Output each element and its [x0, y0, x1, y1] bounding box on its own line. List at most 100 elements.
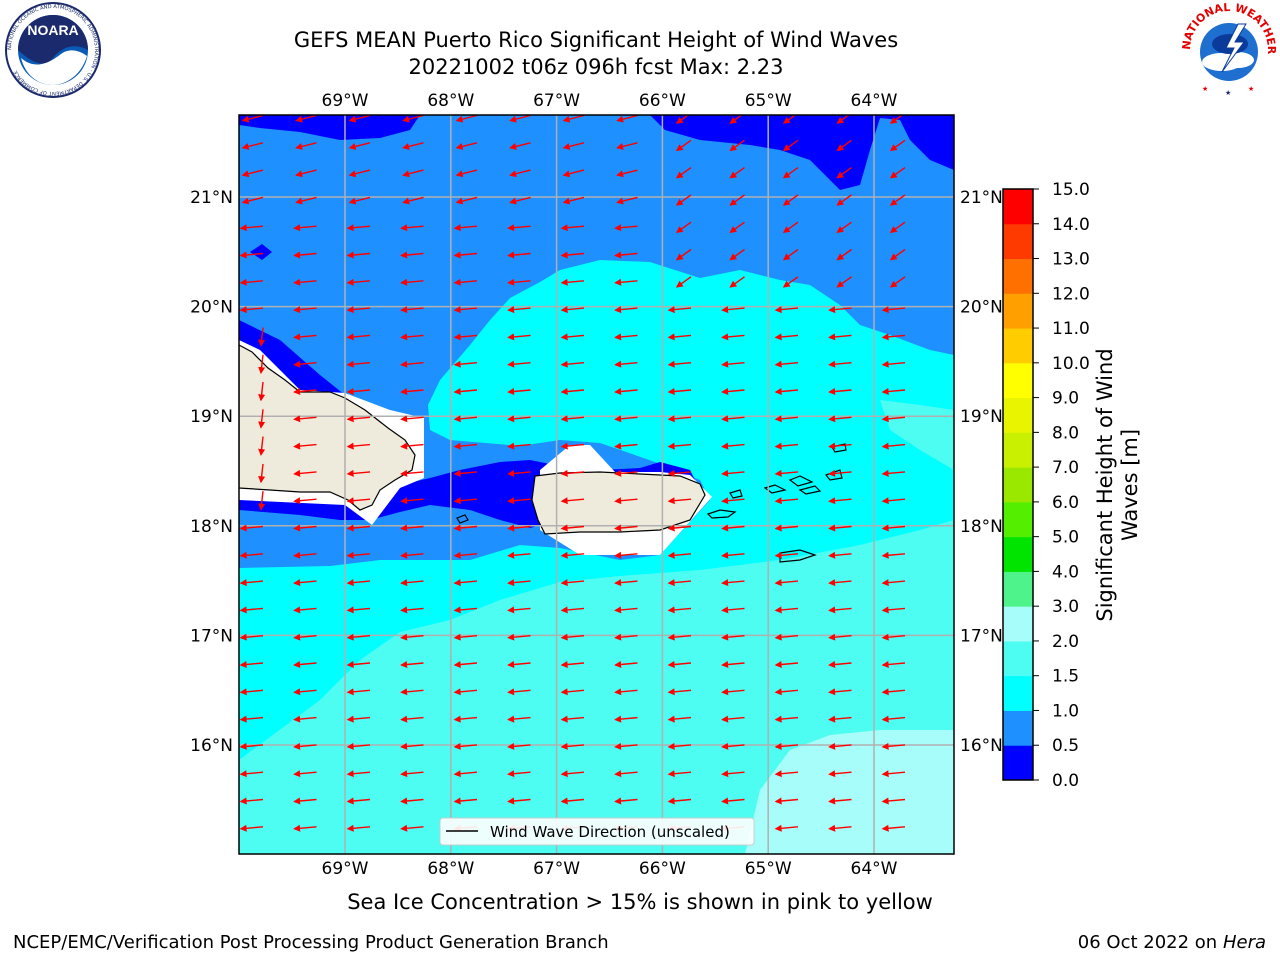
wave-direction-arrow [774, 442, 799, 450]
colorbar-tick-label: 1.5 [1052, 667, 1079, 687]
wave-direction-arrow [889, 115, 904, 124]
wave-direction-arrow [453, 688, 478, 696]
wave-direction-arrow [453, 633, 478, 641]
wave-direction-arrow [293, 579, 317, 587]
wave-direction-arrow [721, 633, 745, 641]
wave-direction-arrow [881, 770, 906, 778]
wave-direction-arrow [239, 306, 264, 314]
wave-direction-arrow [400, 306, 424, 314]
footer-date: 06 Oct 2022 on [1077, 932, 1223, 953]
wave-direction-arrow [774, 661, 799, 668]
wave-direction-arrow [455, 115, 478, 123]
wave-direction-arrow [836, 276, 852, 288]
colorbar-segment [1003, 745, 1033, 781]
wave-direction-arrow [239, 524, 264, 532]
wave-direction-arrow [402, 115, 424, 123]
wave-direction-arrow [239, 661, 264, 668]
wave-direction-arrow [239, 606, 264, 614]
wave-direction-arrow [241, 196, 264, 205]
wave-direction-arrow [507, 688, 531, 696]
wave-direction-arrow [239, 278, 264, 286]
wave-direction-arrow [293, 333, 317, 341]
colorbar-segment [1003, 640, 1033, 677]
wave-direction-arrow [828, 306, 852, 314]
colorbar-tick-label: 12.0 [1052, 284, 1090, 304]
wave-direction-arrow [828, 824, 852, 832]
wave-direction-arrow [667, 306, 692, 314]
wave-direction-arrow [614, 524, 638, 532]
lon-label-top: 66°W [639, 91, 686, 111]
wave-direction-arrow [509, 115, 531, 123]
wave-direction-arrow [507, 469, 531, 477]
wave-direction-arrow [453, 579, 478, 587]
wind-wave-arrows [239, 115, 906, 832]
wave-direction-arrow [346, 688, 371, 696]
land-hispaniola [239, 344, 416, 511]
lon-label-top: 65°W [745, 91, 792, 111]
wave-direction-arrow [346, 742, 371, 750]
sea-ice-caption: Sea Ice Concentration > 15% is shown in … [347, 890, 933, 914]
wave-direction-arrow [560, 715, 585, 723]
wave-direction-arrow [614, 551, 638, 559]
wave-direction-arrow [881, 306, 906, 314]
wave-direction-arrow [675, 167, 692, 179]
wave-direction-arrow [889, 221, 906, 234]
wave-direction-arrow [667, 770, 692, 778]
wave-direction-arrow [346, 770, 371, 778]
wave-direction-arrow [346, 360, 371, 368]
wave-direction-arrow [560, 469, 585, 477]
wave-direction-arrow [507, 715, 531, 723]
wave-direction-arrow [400, 633, 424, 641]
wave-direction-arrow [400, 688, 424, 696]
wave-direction-arrow [348, 142, 371, 150]
colorbar: 0.0 0.5 1.0 1.5 2.0 3.0 4.0 5.0 6.0 7.0 8.0 9.0 10.0… [1002, 180, 1090, 791]
wave-direction-arrow [293, 824, 317, 832]
map-frame [238, 114, 955, 855]
wave-direction-arrow [782, 194, 799, 206]
wave-direction-arrow [400, 770, 424, 778]
wave-direction-arrow [614, 497, 638, 505]
wave-direction-arrow [346, 442, 371, 450]
wave-direction-arrow [889, 167, 906, 179]
wave-direction-arrow [293, 524, 317, 532]
wave-direction-arrow [667, 579, 692, 587]
wave-direction-arrow [774, 469, 799, 477]
wave-direction-arrow [774, 824, 799, 832]
wave-direction-arrow [774, 579, 799, 587]
wave-direction-arrow [667, 688, 692, 696]
wave-direction-arrow [346, 306, 371, 314]
lat-label-right: 17°N [960, 626, 1003, 646]
wave-direction-arrow [560, 524, 585, 532]
lat-label-left: 20°N [190, 298, 233, 318]
wave-direction-arrow [667, 388, 692, 395]
wave-direction-arrow [293, 742, 317, 750]
wave-direction-arrow [614, 306, 638, 314]
wave-direction-arrow [293, 497, 317, 505]
wave-direction-arrow [881, 415, 906, 423]
wave-direction-arrow [507, 579, 531, 587]
wave-direction-arrow [667, 661, 692, 668]
wave-direction-arrow [881, 824, 906, 832]
wave-direction-arrow [729, 248, 745, 261]
wave-direction-arrow [455, 196, 478, 205]
lat-label-left: 21°N [190, 188, 233, 208]
wave-direction-arrow [453, 606, 478, 614]
wave-direction-arrow [828, 415, 852, 423]
wave-direction-arrow [881, 497, 906, 505]
wave-direction-arrow [346, 469, 371, 477]
wave-direction-arrow [509, 169, 531, 178]
wave-direction-arrow [346, 497, 371, 505]
wave-direction-arrow [614, 251, 638, 259]
wave-direction-arrow [241, 115, 264, 123]
wave-direction-arrow [881, 524, 906, 532]
wave-direction-arrow [721, 333, 745, 341]
wave-direction-arrow [239, 251, 264, 259]
wave-direction-arrow [774, 306, 799, 314]
wave-direction-arrow [453, 497, 478, 505]
lat-label-left: 17°N [190, 626, 233, 646]
wave-direction-arrow [614, 661, 638, 668]
wave-direction-arrow [293, 688, 317, 696]
wave-direction-arrow [507, 524, 531, 532]
wave-direction-arrow [293, 278, 317, 286]
wave-direction-arrow [667, 797, 692, 805]
